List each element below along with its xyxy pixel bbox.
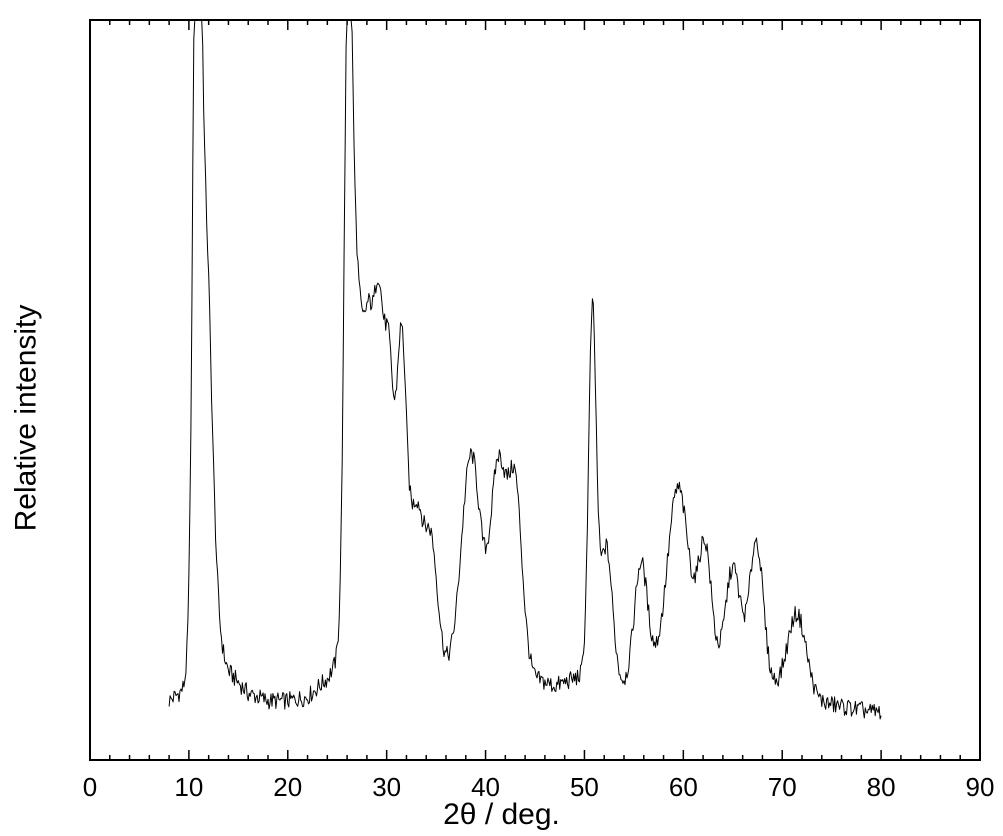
x-tick-label: 70 bbox=[762, 772, 802, 803]
x-tick-label: 60 bbox=[663, 772, 703, 803]
x-tick-label: 10 bbox=[169, 772, 209, 803]
x-tick-label: 30 bbox=[367, 772, 407, 803]
x-axis-label: 2θ / deg. bbox=[0, 798, 1003, 832]
chart-container: Relative intensity 2θ / deg. 0 10 20 30 40 50… bbox=[0, 0, 1003, 836]
y-axis-label: Relative intensity bbox=[10, 305, 44, 532]
x-tick-label: 40 bbox=[466, 772, 506, 803]
x-tick-label: 80 bbox=[861, 772, 901, 803]
xrd-chart-svg bbox=[0, 0, 1003, 836]
x-tick-label: 50 bbox=[564, 772, 604, 803]
x-tick-label: 90 bbox=[960, 772, 1000, 803]
x-tick-label: 20 bbox=[268, 772, 308, 803]
x-tick-label: 0 bbox=[70, 772, 110, 803]
